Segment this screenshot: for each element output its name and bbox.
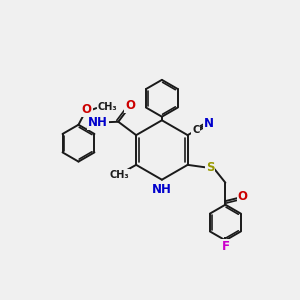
Text: N: N (203, 117, 214, 130)
Text: C: C (192, 125, 200, 135)
Text: CH₃: CH₃ (110, 170, 129, 180)
Text: F: F (221, 240, 230, 254)
Text: CH₃: CH₃ (98, 102, 117, 112)
Text: NH: NH (152, 183, 172, 196)
Text: O: O (125, 99, 135, 112)
Text: O: O (238, 190, 248, 203)
Text: S: S (206, 161, 214, 174)
Text: NH: NH (88, 116, 108, 129)
Text: O: O (82, 103, 92, 116)
